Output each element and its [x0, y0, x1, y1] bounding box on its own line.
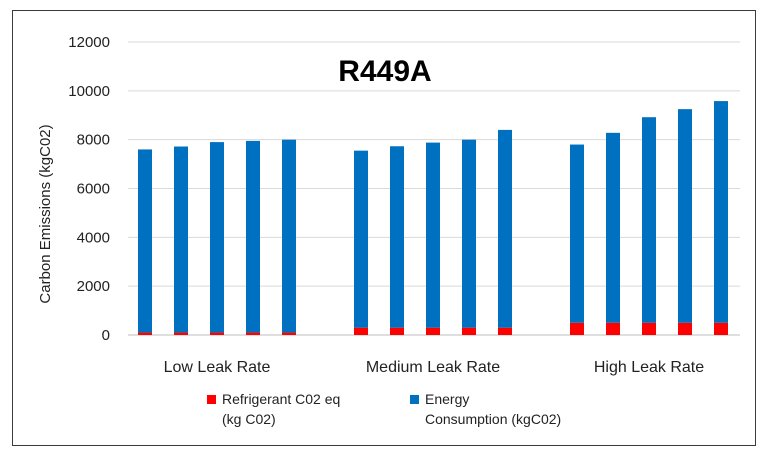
bar-energy — [714, 101, 728, 323]
x-category-label: Low Leak Rate — [164, 359, 271, 376]
y-tick-label: 4000 — [77, 229, 110, 246]
y-tick-label: 6000 — [77, 181, 110, 198]
bar-energy — [390, 146, 404, 328]
bar-refrigerant — [282, 332, 296, 335]
chart-frame — [12, 10, 756, 446]
bar-energy — [606, 132, 620, 323]
y-tick-label: 12000 — [68, 34, 110, 51]
bar-refrigerant — [174, 332, 188, 335]
bars — [138, 101, 728, 335]
y-tick-label: 2000 — [77, 278, 110, 295]
y-tick-label: 8000 — [77, 132, 110, 149]
legend-swatch — [410, 395, 419, 404]
bar-energy — [678, 109, 692, 323]
x-category-label: Medium Leak Rate — [366, 359, 500, 376]
bar-energy — [462, 139, 476, 328]
legend-label: (kg C02) — [222, 411, 276, 427]
bar-energy — [138, 149, 152, 333]
bar-refrigerant — [498, 327, 512, 335]
category-labels: Low Leak Rate Medium Leak Rate High Leak R… — [164, 359, 705, 376]
bar-energy — [642, 117, 656, 323]
bar-refrigerant — [678, 322, 692, 335]
bar-refrigerant — [138, 332, 152, 335]
bar-energy — [498, 129, 512, 328]
bar-refrigerant — [246, 332, 260, 335]
bar-energy — [354, 150, 368, 328]
x-category-label: High Leak Rate — [594, 359, 704, 376]
bar-refrigerant — [426, 327, 440, 335]
bar-energy — [246, 140, 260, 333]
bar-energy — [570, 144, 584, 323]
bar-refrigerant — [390, 327, 404, 335]
bar-refrigerant — [642, 322, 656, 335]
bar-energy — [210, 142, 224, 333]
legend-label: Energy — [425, 391, 469, 407]
gridlines — [128, 41, 740, 336]
y-axis-ticks: 0 2000 4000 6000 8000 10000 12000 — [68, 34, 110, 344]
legend-label: Consumption (kgC02) — [425, 411, 561, 427]
bar-energy — [426, 142, 440, 328]
bar-energy — [282, 139, 296, 333]
bar-refrigerant — [714, 322, 728, 335]
bar-energy — [174, 146, 188, 333]
bar-refrigerant — [570, 322, 584, 335]
chart-title: R449A — [338, 55, 431, 88]
bar-refrigerant — [354, 327, 368, 335]
legend: Refrigerant C02 eq (kg C02) Energy Consumpt… — [207, 391, 561, 427]
y-tick-label: 10000 — [68, 83, 110, 100]
bar-refrigerant — [606, 322, 620, 335]
y-tick-label: 0 — [102, 327, 110, 344]
legend-label: Refrigerant C02 eq — [222, 391, 340, 407]
legend-swatch — [207, 395, 216, 404]
bar-refrigerant — [462, 327, 476, 335]
bar-refrigerant — [210, 332, 224, 335]
y-axis-label: Carbon Emissions (kgC02) — [37, 124, 54, 303]
